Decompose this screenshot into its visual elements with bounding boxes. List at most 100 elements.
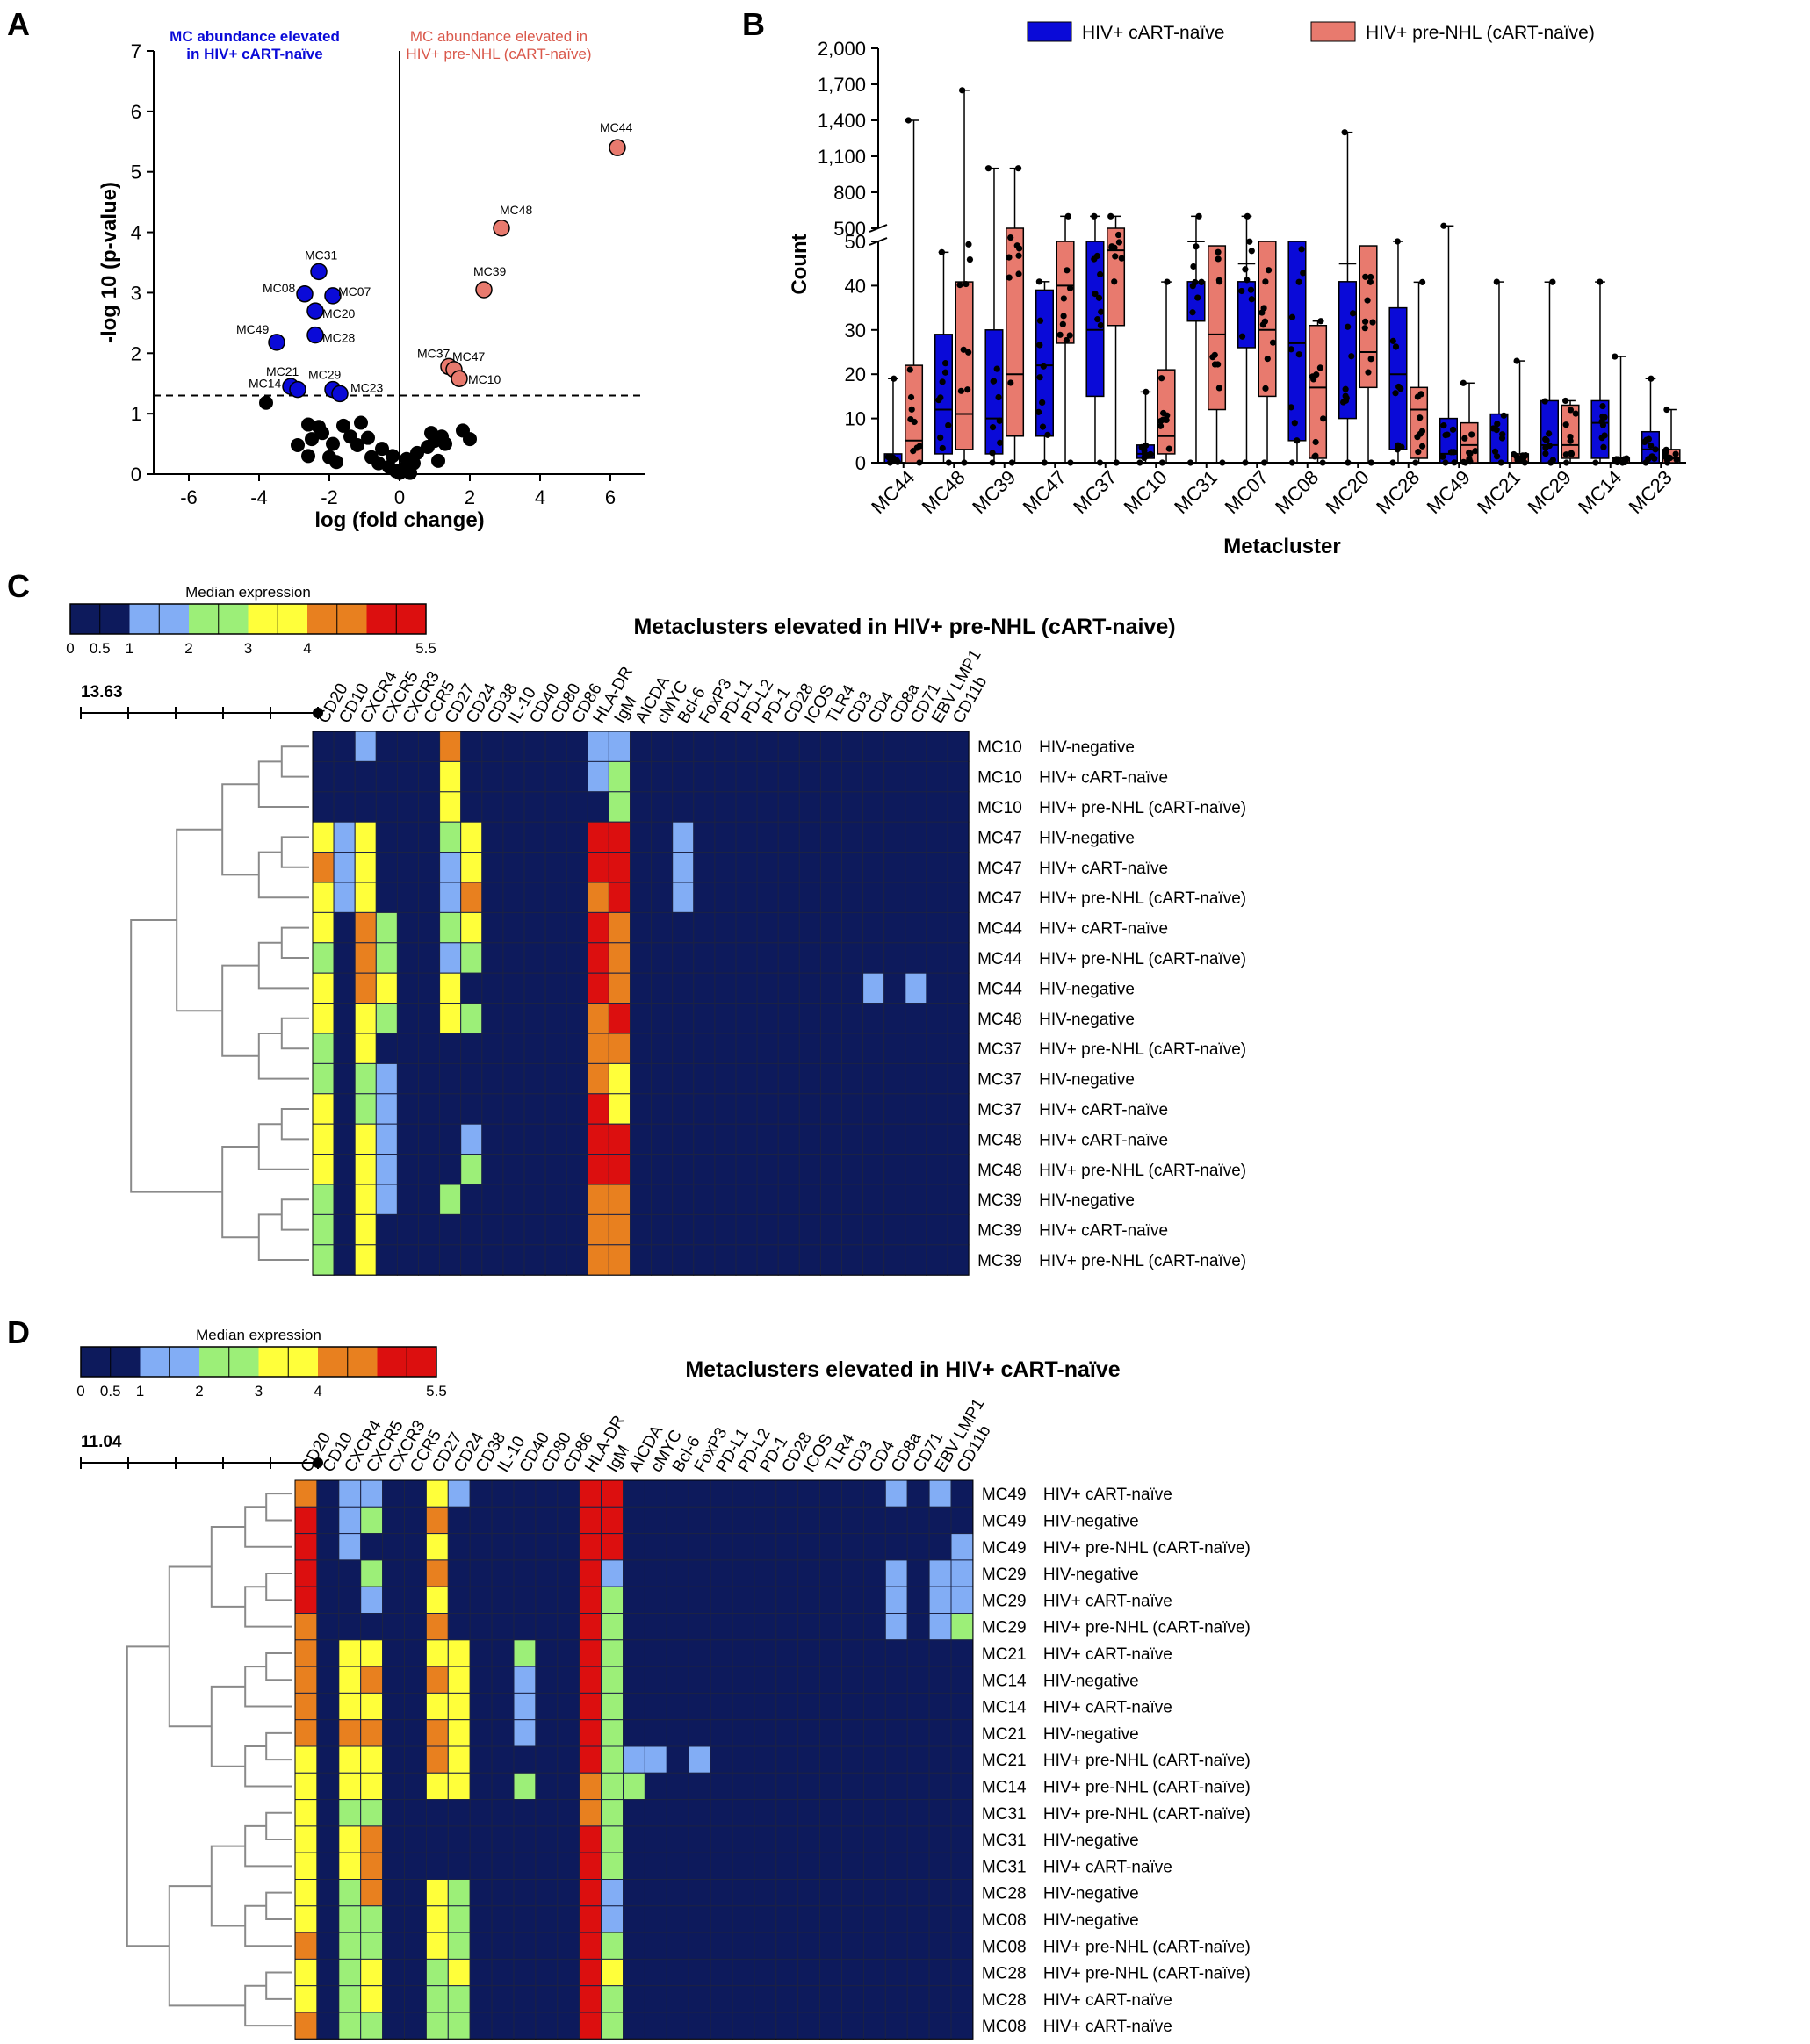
heatmap-cell — [333, 911, 356, 944]
heatmap-cell — [523, 791, 546, 823]
heatmap-cell — [491, 1586, 515, 1614]
heatmap-cell — [338, 1586, 362, 1614]
heatmap-cell — [425, 1719, 449, 1747]
heatmap-cell — [926, 1033, 948, 1064]
heatmap-cell — [710, 1745, 733, 1774]
box-dot — [1244, 277, 1251, 284]
heatmap-cell — [651, 1213, 674, 1246]
heatmap-cell — [623, 1719, 645, 1747]
heatmap-cell — [754, 1506, 777, 1535]
heatmap-cell — [425, 1825, 449, 1853]
heatmap-cell — [644, 1825, 667, 1853]
heatmap-cell — [523, 972, 546, 1004]
x-tick-label: MC44 — [867, 466, 919, 518]
dendrogram-branch — [280, 836, 309, 868]
box-dot — [1497, 459, 1504, 466]
heatmap-cell — [316, 1506, 340, 1535]
heatmap-cell — [862, 731, 885, 762]
heatmap-cell — [732, 1506, 755, 1535]
heatmap-cell — [354, 1003, 377, 1034]
box-dot — [1648, 442, 1655, 450]
dendrogram-branch — [265, 1811, 292, 1841]
heatmap-cell — [333, 882, 356, 913]
heatmap-cell — [513, 1613, 537, 1641]
heatmap-cell — [316, 1745, 340, 1774]
heatmap-cell — [375, 791, 398, 823]
heatmap-cell — [294, 1586, 318, 1614]
heatmap-cell — [797, 1586, 821, 1614]
heatmap-cell — [623, 1533, 645, 1561]
heatmap-cell — [644, 1559, 667, 1587]
volcano-point-ns — [403, 465, 417, 480]
box-dot — [906, 366, 913, 373]
box-dot — [1036, 342, 1043, 349]
heatmap-cell — [460, 1093, 483, 1125]
x-tick-label: 0 — [394, 486, 405, 508]
box-dot — [984, 165, 992, 172]
heatmap-cell — [756, 1003, 779, 1034]
heatmap-cell — [294, 1479, 318, 1508]
heatmap-cell — [754, 1613, 777, 1641]
heatmap-cell — [798, 942, 821, 974]
heatmap-cell — [544, 731, 567, 762]
heatmap-cell — [714, 1003, 737, 1034]
heatmap-cell — [557, 1825, 580, 1853]
heatmap-cell — [862, 1666, 886, 1694]
volcano-point-ns — [371, 456, 386, 471]
heatmap-cell — [557, 1479, 580, 1508]
y-tick-label: 20 — [845, 363, 866, 385]
heatmap-cell — [710, 1799, 733, 1827]
box-dot — [1392, 390, 1399, 397]
heatmap-cell — [756, 911, 779, 944]
heatmap-cell — [732, 1533, 755, 1561]
heatmap-cell — [294, 1613, 318, 1641]
box-dot — [907, 393, 915, 401]
heatmap-cell — [947, 882, 970, 913]
heatmap-cell — [630, 852, 653, 883]
heatmap-cell — [375, 1062, 398, 1095]
x-tick-label: -4 — [250, 486, 268, 508]
heatmap-cell — [883, 1033, 906, 1064]
heatmap-cell — [819, 1772, 842, 1801]
heatmap-cell — [557, 1719, 580, 1747]
box-dot — [1014, 165, 1022, 172]
heatmap-cell — [566, 1154, 588, 1185]
heatmap-cell — [651, 1184, 674, 1215]
heatmap-cell — [513, 1639, 537, 1667]
box-dot — [1060, 295, 1067, 302]
box-dot — [1190, 263, 1197, 270]
box-dot — [960, 346, 967, 353]
heatmap-cell — [906, 1533, 930, 1561]
row-label-group: HIV+ cART-naïve — [1043, 1991, 1172, 2010]
heatmap-cell — [754, 1639, 777, 1667]
heatmap-cell — [651, 1062, 674, 1095]
heatmap-cell — [884, 1905, 908, 1933]
heatmap-cell — [608, 1213, 631, 1246]
heatmap-cell — [460, 1184, 483, 1215]
heatmap-cell — [544, 791, 567, 823]
heatmap-cell — [535, 1559, 559, 1587]
heatmap-cell — [928, 2012, 952, 2040]
box-dot — [1592, 459, 1599, 466]
box-dot — [1364, 297, 1371, 304]
heatmap-cell — [579, 1639, 602, 1667]
box-dot — [1549, 278, 1556, 285]
heatmap-cell — [316, 1613, 340, 1641]
heatmap-cell — [544, 760, 567, 793]
heatmap-cell — [947, 1062, 970, 1095]
heatmap-cell — [775, 1932, 799, 1960]
box-dot — [1440, 222, 1447, 229]
heatmap-cell — [947, 1093, 970, 1125]
heatmap-cell — [754, 1958, 777, 1987]
heatmap-cell — [819, 1123, 843, 1155]
row-label-group: HIV+ cART-naïve — [1043, 2018, 1172, 2036]
dendrogram-branch — [244, 1824, 292, 1868]
heatmap-cell — [469, 1825, 493, 1853]
heatmap-cell — [666, 1932, 689, 1960]
row-label-group: HIV-negative — [1043, 1911, 1139, 1930]
heatmap-cell — [947, 1213, 970, 1246]
heatmap-cell — [928, 1985, 952, 2013]
heatmap-cell — [735, 1154, 758, 1185]
